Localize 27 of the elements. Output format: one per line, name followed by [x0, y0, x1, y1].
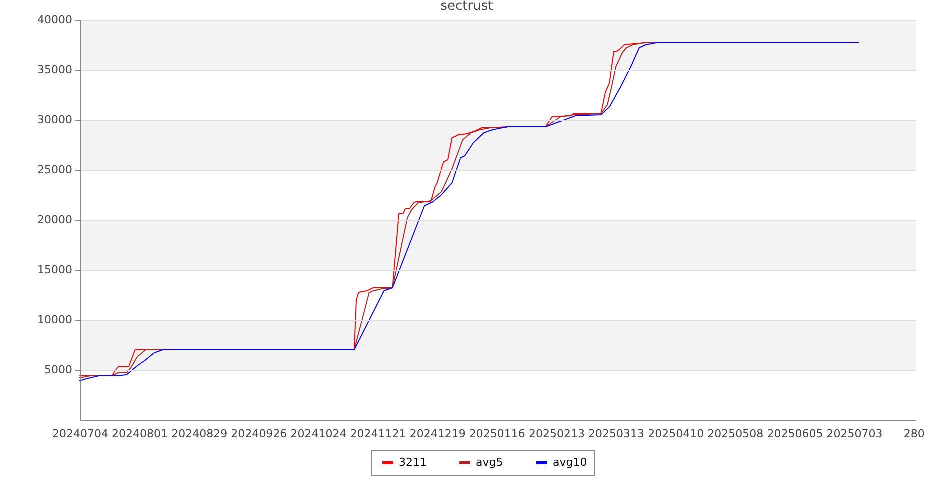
x-tick-label: 20250605 [767, 428, 824, 440]
x-tick-label: 20241121 [350, 428, 406, 440]
x-tick-label: 20240801 [112, 428, 168, 440]
x-tick-label: 20240704 [52, 428, 108, 440]
x-tick-label: 20250703 [826, 428, 883, 440]
x-tick-label: 20241024 [290, 428, 347, 440]
y-tick-label: 25000 [38, 164, 72, 176]
y-tick-label: 10000 [38, 314, 72, 326]
x-tick-label: 20241219 [410, 428, 466, 440]
chart-title: sectrust [440, 0, 494, 14]
x-tick-label: 20250116 [469, 428, 526, 440]
y-tick-label: 15000 [38, 264, 72, 276]
x-tick-label: 20250213 [529, 428, 585, 440]
x-tick-label: 20240926 [231, 428, 288, 440]
legend-label: avg5 [476, 456, 504, 469]
x-tick-label: 20240829 [172, 428, 228, 440]
y-tick-label: 40000 [38, 14, 72, 26]
x-tick-label: 20250508 [708, 428, 764, 440]
x-tick-label: 20250410 [648, 428, 704, 440]
y-tick-label: 5000 [44, 364, 72, 376]
legend-label: 3211 [399, 456, 427, 469]
x-tick-label: 280 [904, 428, 925, 440]
legend-label: avg10 [553, 456, 588, 469]
y-tick-label: 20000 [38, 214, 72, 226]
x-tick-label: 20250313 [588, 428, 645, 440]
y-tick-label: 30000 [38, 114, 72, 126]
y-tick-label: 35000 [38, 64, 72, 76]
